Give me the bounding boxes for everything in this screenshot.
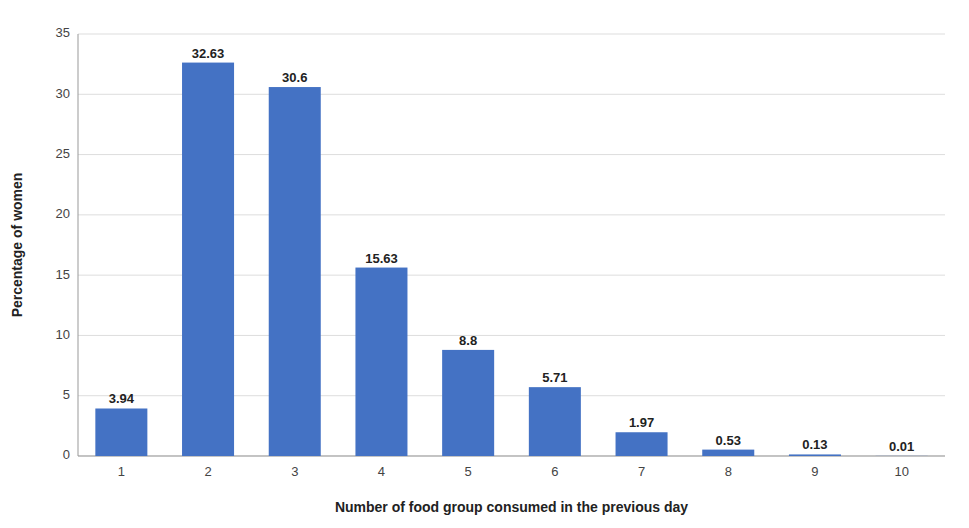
chart-container: 051015202530353.9432.6330.615.638.85.711… <box>0 0 969 528</box>
bar <box>95 408 147 456</box>
x-tick-label: 5 <box>465 464 472 479</box>
y-tick-labels: 0 5 10 15 20 25 30 35 <box>56 25 70 462</box>
data-label: 30.6 <box>282 70 307 85</box>
x-tick-label: 8 <box>725 464 732 479</box>
page: {"chart_data": {"type": "bar", "categori… <box>0 0 969 528</box>
x-tick-label: 3 <box>291 464 298 479</box>
x-tick-label: 1 <box>118 464 125 479</box>
y-tick-label: 35 <box>56 25 70 40</box>
data-label: 5.71 <box>542 370 567 385</box>
y-tick-label: 0 <box>63 447 70 462</box>
bar <box>876 455 928 456</box>
bar <box>529 387 581 456</box>
bar <box>182 63 234 456</box>
x-tick-label: 9 <box>811 464 818 479</box>
y-tick-label: 20 <box>56 206 70 221</box>
data-label: 3.94 <box>109 391 135 406</box>
x-tick-label: 6 <box>551 464 558 479</box>
y-tick-label: 5 <box>63 387 70 402</box>
bar <box>269 87 321 456</box>
data-label: 32.63 <box>192 46 225 61</box>
x-tick-label: 4 <box>378 464 385 479</box>
y-tick-label: 15 <box>56 267 70 282</box>
bar <box>702 450 754 456</box>
y-tick-label: 25 <box>56 146 70 161</box>
data-label: 1.97 <box>629 415 654 430</box>
data-label: 0.01 <box>889 439 914 454</box>
x-tick-label: 10 <box>894 464 908 479</box>
x-tick-labels: 1 2 3 4 5 6 7 8 9 10 <box>118 464 909 479</box>
x-tick-label: 7 <box>638 464 645 479</box>
bar <box>616 432 668 456</box>
y-tick-label: 10 <box>56 327 70 342</box>
data-labels: 3.94 32.63 30.6 15.63 8.8 5.71 1.97 0.53 0.13 0.0… <box>109 46 915 454</box>
data-label: 8.8 <box>459 333 477 348</box>
grid <box>78 34 945 456</box>
data-label: 0.53 <box>716 433 741 448</box>
y-axis-line <box>78 34 79 456</box>
x-axis-label: Number of food group consumed in the pre… <box>335 499 688 515</box>
bar <box>789 454 841 456</box>
bar <box>355 268 407 456</box>
y-tick-label: 30 <box>56 86 70 101</box>
bar <box>442 350 494 456</box>
data-label: 15.63 <box>365 251 398 266</box>
y-axis-label: Percentage of women <box>9 173 25 318</box>
x-tick-label: 2 <box>204 464 211 479</box>
grid-line <box>78 34 945 35</box>
chart-svg: 051015202530353.9432.6330.615.638.85.711… <box>0 0 969 528</box>
data-label: 0.13 <box>802 437 827 452</box>
bars <box>95 63 927 456</box>
